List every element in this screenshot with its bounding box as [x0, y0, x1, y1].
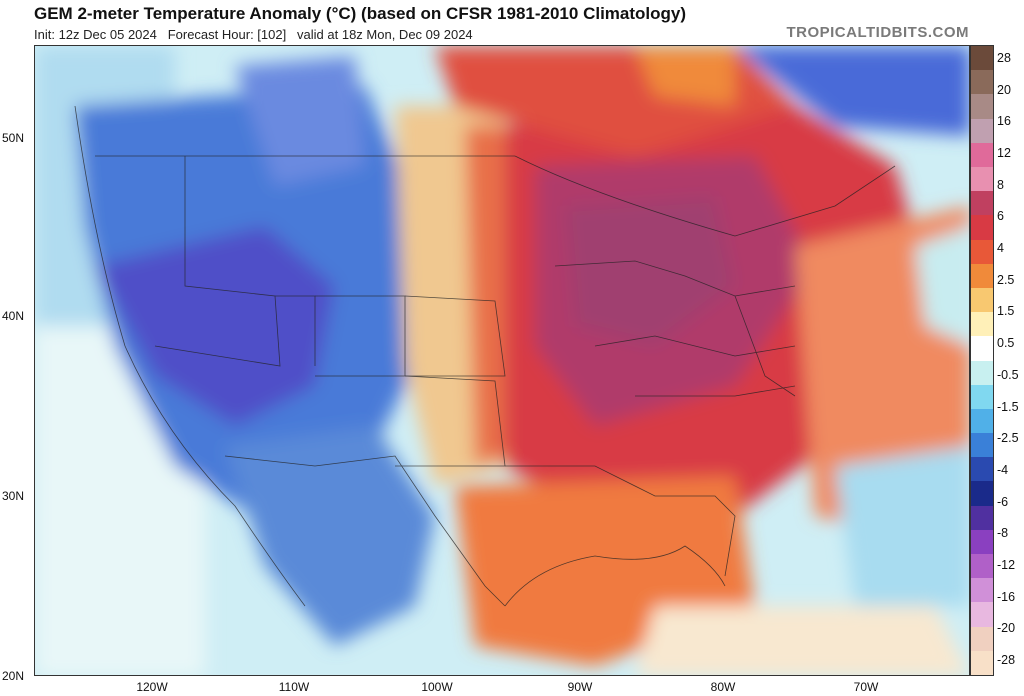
colorbar-cell [971, 215, 993, 241]
init-time: Init: 12z Dec 05 2024 [34, 27, 157, 42]
colorbar-label: -20 [997, 621, 1016, 636]
colorbar-label: -12 [997, 557, 1016, 572]
colorbar-cell [971, 191, 993, 216]
colorbar-cell [971, 481, 993, 507]
colorbar-cell [971, 408, 993, 434]
lat-label-30n: 30N [2, 489, 25, 503]
valid-time: valid at 18z Mon, Dec 09 2024 [297, 27, 473, 42]
anomaly-map[interactable] [34, 45, 970, 676]
colorbar-label: -1.5 [997, 399, 1019, 414]
lat-label-50n: 50N [2, 131, 25, 145]
colorbar-cell [971, 554, 993, 579]
colorbar-cell [971, 239, 993, 265]
lon-label-80w: 80W [710, 680, 736, 694]
forecast-hour: Forecast Hour: [102] [167, 27, 287, 42]
anomaly-field [35, 46, 969, 675]
colorbar-cell [971, 650, 993, 676]
lon-label-70w: 70W [853, 680, 879, 694]
lon-label-120w: 120W [136, 680, 168, 694]
colorbar-label: 12 [997, 146, 1011, 161]
colorbar-cell [971, 287, 993, 313]
colorbar-label: 20 [997, 82, 1011, 97]
colorbar-cell [971, 433, 993, 458]
map-subtitle: Init: 12z Dec 05 2024 Forecast Hour: [10… [34, 27, 473, 42]
colorbar-cell [971, 46, 993, 71]
colorbar-label: -16 [997, 589, 1016, 604]
colorbar-label: -8 [997, 526, 1009, 541]
colorbar-cell [971, 626, 993, 652]
map-canvas [35, 46, 969, 675]
colorbar-label: -28 [997, 653, 1016, 667]
colorbar-cell [971, 118, 993, 144]
colorbar-label: 28 [997, 51, 1011, 65]
colorbar-cell [971, 312, 993, 337]
colorbar-cell [971, 94, 993, 120]
lon-label-100w: 100W [421, 680, 453, 694]
colorbar-label: 8 [997, 177, 1004, 192]
colorbar-cell [971, 505, 993, 531]
colorbar-cell [971, 360, 993, 386]
colorbar-label: -0.5 [997, 367, 1019, 382]
colorbar [970, 45, 994, 676]
colorbar-label: -6 [997, 494, 1009, 509]
brand-watermark: TROPICALTIDBITS.COM [786, 24, 969, 41]
colorbar-label: -2.5 [997, 431, 1019, 446]
colorbar-label: 4 [997, 241, 1004, 256]
colorbar-cell [971, 166, 993, 192]
lat-label-40n: 40N [2, 309, 25, 323]
colorbar-cell [971, 457, 993, 482]
colorbar-label: 16 [997, 114, 1011, 129]
lon-label-110w: 110W [278, 680, 310, 694]
colorbar-cell [971, 142, 993, 168]
colorbar-label: 2.5 [997, 272, 1015, 287]
colorbar-cell [971, 602, 993, 628]
lat-label-20n: 20N [2, 669, 25, 683]
colorbar-label: 1.5 [997, 304, 1015, 319]
colorbar-cell [971, 70, 993, 95]
colorbar-cell [971, 384, 993, 410]
colorbar-cell [971, 529, 993, 555]
colorbar-cell [971, 578, 993, 603]
colorbar-cell [971, 263, 993, 289]
map-title: GEM 2-meter Temperature Anomaly (°C) (ba… [34, 4, 687, 23]
borders [74, 105, 896, 607]
colorbar-cell [971, 336, 993, 361]
colorbar-label: 0.5 [997, 336, 1015, 351]
lon-label-90w: 90W [567, 680, 593, 694]
colorbar-label: 6 [997, 209, 1004, 224]
colorbar-label: -4 [997, 462, 1009, 477]
